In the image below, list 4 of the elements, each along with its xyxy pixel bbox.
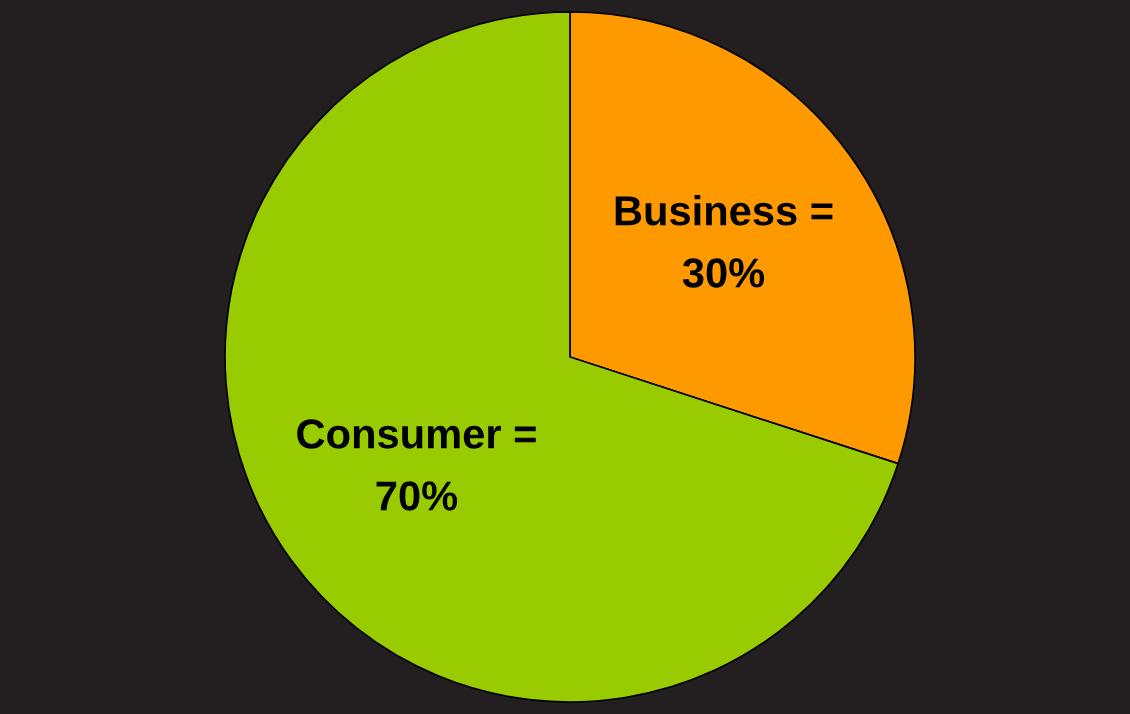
data-label: 70% [376,481,458,511]
slice-label: Business = [615,195,833,226]
data-label: 30% [682,258,765,288]
slice-label: Consumer = [297,419,536,449]
